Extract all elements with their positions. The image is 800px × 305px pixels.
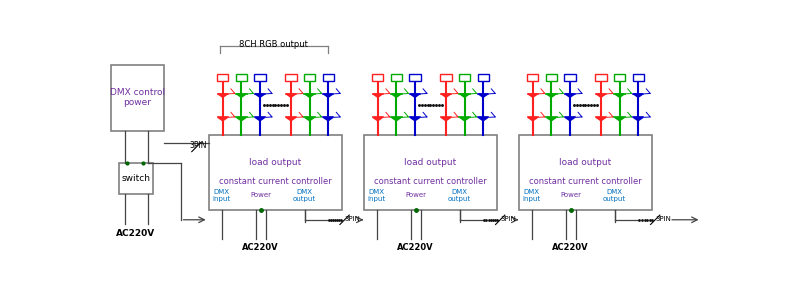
Text: DMX
output: DMX output [448, 188, 471, 202]
Polygon shape [460, 94, 470, 97]
Text: load output: load output [559, 158, 611, 167]
Text: load output: load output [404, 158, 456, 167]
Bar [286, 74, 297, 81]
Bar [322, 74, 334, 81]
Polygon shape [614, 117, 624, 121]
Polygon shape [528, 117, 538, 121]
Polygon shape [546, 94, 556, 97]
Text: constant current controller: constant current controller [374, 177, 486, 185]
Polygon shape [373, 117, 382, 121]
Bar [614, 74, 625, 81]
Bar [633, 74, 644, 81]
Bar [478, 74, 489, 81]
Polygon shape [286, 117, 296, 121]
Polygon shape [255, 94, 265, 97]
Polygon shape [478, 94, 488, 97]
Polygon shape [565, 117, 574, 121]
Polygon shape [565, 94, 574, 97]
Text: DMX
input: DMX input [522, 188, 541, 202]
Text: Power: Power [406, 192, 426, 198]
Text: DMX
input: DMX input [367, 188, 386, 202]
Polygon shape [596, 94, 606, 97]
Polygon shape [614, 94, 624, 97]
Bar [595, 74, 606, 81]
Polygon shape [305, 117, 314, 121]
Polygon shape [286, 94, 296, 97]
Bar [111, 65, 164, 131]
Text: AC220V: AC220V [552, 243, 588, 253]
Bar [564, 74, 575, 81]
Bar [518, 135, 652, 210]
Text: load output: load output [249, 158, 302, 167]
Polygon shape [305, 94, 314, 97]
Bar [217, 74, 228, 81]
Text: Power: Power [561, 192, 582, 198]
Bar [546, 74, 557, 81]
Bar [440, 74, 451, 81]
Text: DMX
input: DMX input [213, 188, 230, 202]
Bar [372, 74, 383, 81]
Polygon shape [441, 117, 450, 121]
Text: switch: switch [121, 174, 150, 183]
Polygon shape [237, 117, 246, 121]
Text: 3PIN: 3PIN [345, 216, 361, 222]
Text: AC220V: AC220V [397, 243, 434, 253]
Polygon shape [237, 94, 246, 97]
Polygon shape [218, 94, 227, 97]
Text: 3PIN: 3PIN [190, 141, 206, 150]
Polygon shape [410, 94, 420, 97]
Text: DMX
output: DMX output [293, 188, 316, 202]
Polygon shape [441, 94, 450, 97]
Text: DMX control
power: DMX control power [110, 88, 165, 107]
Polygon shape [410, 117, 420, 121]
Bar [118, 163, 153, 194]
Bar [236, 74, 247, 81]
Polygon shape [634, 117, 643, 121]
Bar [363, 135, 497, 210]
Text: 3PIN: 3PIN [501, 216, 516, 222]
Bar [410, 74, 421, 81]
Polygon shape [460, 117, 470, 121]
Polygon shape [391, 117, 401, 121]
Polygon shape [478, 117, 488, 121]
Text: Power: Power [250, 192, 272, 198]
Polygon shape [218, 117, 227, 121]
Text: constant current controller: constant current controller [218, 177, 331, 185]
Bar [527, 74, 538, 81]
Polygon shape [323, 117, 333, 121]
Bar [459, 74, 470, 81]
Polygon shape [391, 94, 401, 97]
Bar [304, 74, 315, 81]
Bar [209, 135, 342, 210]
Polygon shape [528, 94, 538, 97]
Text: DMX
output: DMX output [603, 188, 626, 202]
Polygon shape [596, 117, 606, 121]
Text: AC220V: AC220V [116, 229, 155, 239]
Polygon shape [634, 94, 643, 97]
Text: 3PIN: 3PIN [655, 216, 671, 222]
Text: 8CH RGB output: 8CH RGB output [239, 40, 308, 49]
Polygon shape [373, 94, 382, 97]
Text: AC220V: AC220V [242, 243, 278, 253]
Text: constant current controller: constant current controller [529, 177, 642, 185]
Bar [390, 74, 402, 81]
Bar [254, 74, 266, 81]
Polygon shape [323, 94, 333, 97]
Polygon shape [546, 117, 556, 121]
Polygon shape [255, 117, 265, 121]
